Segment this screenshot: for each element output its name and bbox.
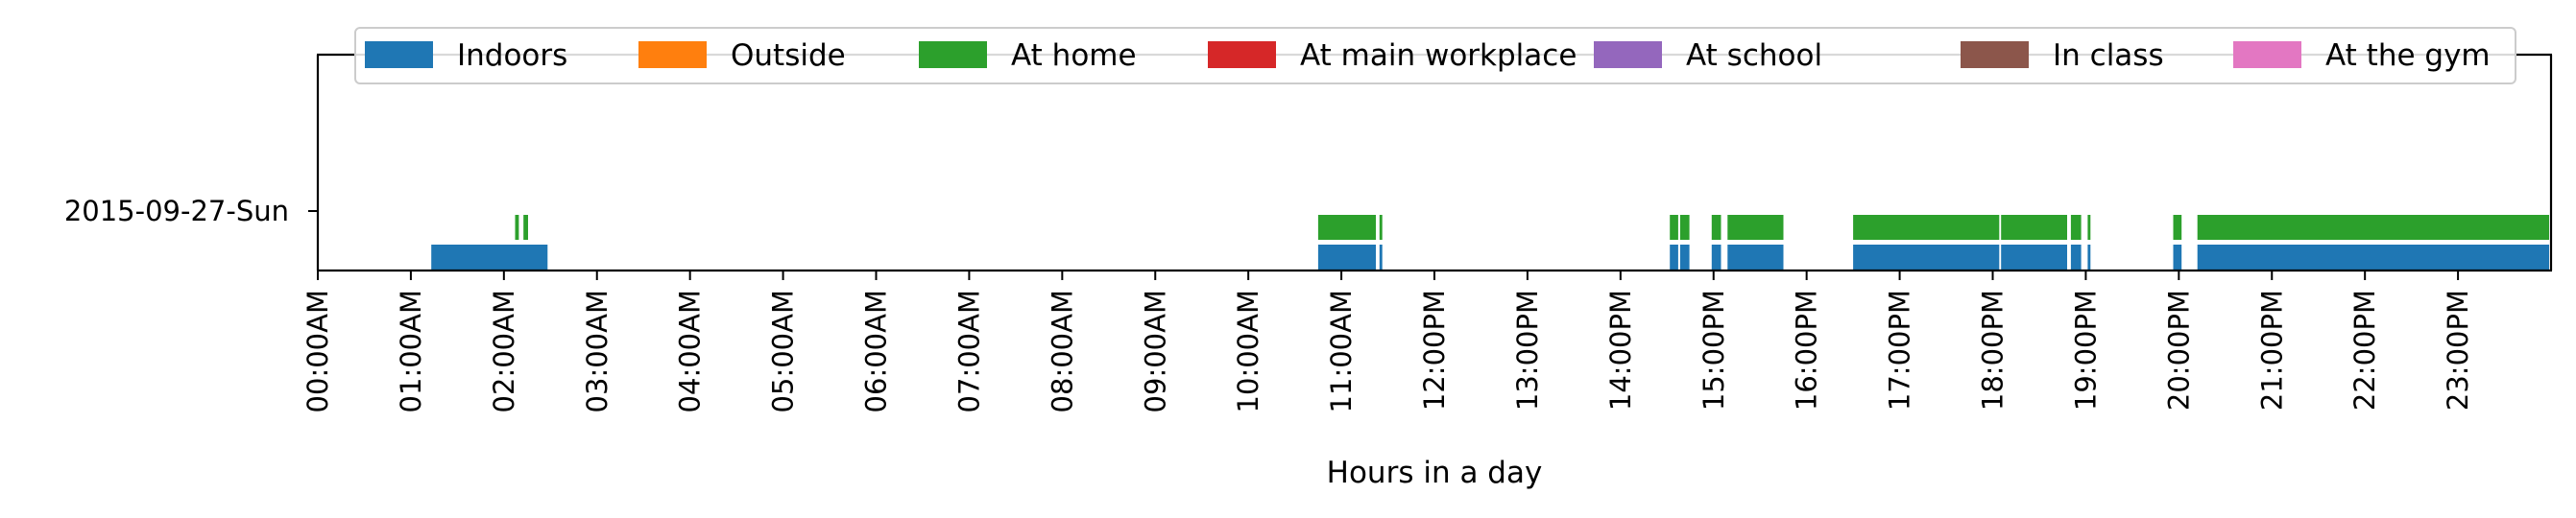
legend-label: At home — [1011, 38, 1137, 73]
legend-item: Indoors — [365, 38, 567, 73]
bar-at-home — [2087, 215, 2091, 240]
bar-indoors — [2197, 245, 2549, 270]
x-tick-label: 09:00AM — [1139, 290, 1171, 412]
x-tick-label: 01:00AM — [395, 290, 427, 412]
legend-item: At school — [1594, 38, 1822, 73]
bar-indoors — [2001, 245, 2067, 270]
legend-label: At school — [1686, 38, 1822, 73]
bar-at-home — [1317, 215, 1376, 240]
x-tick-label: 14:00PM — [1604, 290, 1637, 411]
x-tick-label: 04:00AM — [674, 290, 707, 412]
x-tick-label: 16:00PM — [1791, 290, 1823, 411]
bar-at-home — [1679, 215, 1690, 240]
x-tick-label: 02:00AM — [488, 290, 520, 412]
bars-layer — [431, 215, 2549, 270]
legend-item: Outside — [638, 38, 846, 73]
x-axis-ticks: 00:00AM 01:00AM 02:00AM 03:00AM 04:00AM 05:00… — [301, 271, 2474, 412]
bar-at-home — [2001, 215, 2067, 240]
x-tick-label: 23:00PM — [2442, 290, 2474, 411]
bar-at-home — [1853, 215, 2000, 240]
x-tick-label: 15:00PM — [1697, 290, 1730, 411]
bar-at-home — [1727, 215, 1784, 240]
x-tick-label: 03:00AM — [581, 290, 614, 412]
x-axis-title: Hours in a day — [1327, 456, 1543, 490]
x-tick-label: 05:00AM — [767, 290, 800, 412]
legend-label: Outside — [731, 38, 846, 73]
legend-label: Indoors — [457, 38, 567, 73]
bar-indoors — [1317, 245, 1376, 270]
x-tick-label: 19:00PM — [2069, 290, 2102, 411]
bar-indoors — [1853, 245, 2000, 270]
y-axis-ticks: 2015-09-27-Sun — [64, 195, 318, 227]
x-tick-label: 10:00AM — [1232, 290, 1264, 412]
legend: Indoors Outside At home At main workplace At… — [354, 27, 2516, 84]
bar-indoors — [1727, 245, 1784, 270]
legend-swatch — [1594, 41, 1662, 68]
legend-item: At home — [919, 38, 1137, 73]
legend-swatch — [638, 41, 707, 68]
legend-swatch — [365, 41, 433, 68]
bar-indoors — [2173, 245, 2182, 270]
x-tick-label: 00:00AM — [301, 290, 334, 412]
x-tick-label: 08:00AM — [1046, 290, 1078, 412]
bar-at-home — [523, 215, 528, 240]
bar-indoors — [1379, 245, 1383, 270]
bar-at-home — [2173, 215, 2182, 240]
x-tick-label: 12:00PM — [1418, 290, 1451, 411]
y-tick-label: 2015-09-27-Sun — [64, 195, 289, 227]
bar-indoors — [2087, 245, 2091, 270]
bar-at-home — [1379, 215, 1383, 240]
legend-swatch — [1961, 41, 2029, 68]
bar-at-home — [2070, 215, 2082, 240]
x-tick-label: 21:00PM — [2255, 290, 2288, 411]
legend-item: At main workplace — [1208, 38, 1577, 73]
legend-swatch — [919, 41, 987, 68]
bar-indoors — [1679, 245, 1690, 270]
bar-at-home — [2197, 215, 2549, 240]
x-tick-label: 22:00PM — [2348, 290, 2381, 411]
x-tick-label: 13:00PM — [1511, 290, 1544, 411]
bar-at-home — [1670, 215, 1678, 240]
bar-at-home — [515, 215, 519, 240]
x-tick-label: 20:00PM — [2162, 290, 2195, 411]
legend-label: At the gym — [2325, 38, 2491, 73]
legend-item: In class — [1961, 38, 2164, 73]
bar-indoors — [1711, 245, 1721, 270]
x-tick-label: 06:00AM — [860, 290, 893, 412]
bar-indoors — [1670, 245, 1678, 270]
legend-swatch — [2233, 41, 2301, 68]
bar-indoors — [431, 245, 548, 270]
x-tick-label: 11:00AM — [1325, 290, 1358, 412]
legend-item: At the gym — [2233, 38, 2491, 73]
legend-swatch — [1208, 41, 1276, 68]
legend-label: At main workplace — [1300, 38, 1577, 73]
legend-label: In class — [2053, 38, 2164, 73]
x-tick-label: 07:00AM — [952, 290, 985, 412]
x-tick-label: 18:00PM — [1977, 290, 2010, 411]
bar-indoors — [2070, 245, 2082, 270]
x-tick-label: 17:00PM — [1884, 290, 1916, 411]
bar-at-home — [1711, 215, 1721, 240]
